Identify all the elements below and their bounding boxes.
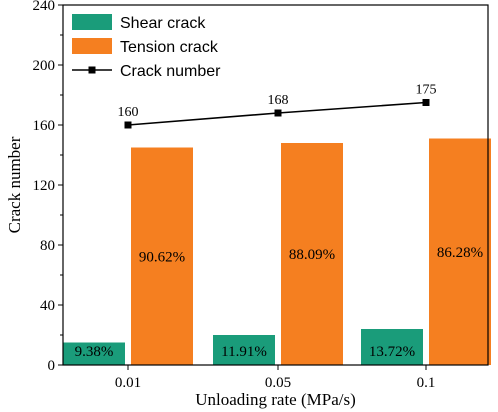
- bar-labels-group: 9.38% 11.91% 13.72% 90.62% 88.09% 86.28%: [75, 245, 484, 360]
- shear-crack-bar: [361, 329, 423, 365]
- plot-frame: [62, 4, 489, 366]
- crack-number-marker: [422, 99, 430, 106]
- y-tick-label: 240: [33, 0, 56, 14]
- crack-number-marker: [274, 109, 282, 117]
- crack-number-value-label: 160: [118, 105, 139, 120]
- y-tick-label: 40: [40, 298, 55, 314]
- legend-label: Crack number: [120, 63, 221, 80]
- tension-crack-percent-label: 90.62%: [139, 249, 185, 265]
- tension-crack-bar: [429, 138, 491, 365]
- crack-number-value-label: 168: [268, 93, 289, 108]
- x-tick-label: 0.01: [115, 375, 141, 391]
- tension-crack-percent-label: 88.09%: [289, 247, 335, 263]
- axes-group: 0 40 80 120 160 200 240 0.01 0.05 0.1: [33, 0, 489, 391]
- shear-crack-percent-label: 9.38%: [75, 344, 114, 360]
- shear-crack-bar: [213, 335, 275, 365]
- legend-swatch: [72, 14, 112, 30]
- x-tick-label: 0.1: [417, 375, 436, 391]
- legend-marker-swatch: [88, 66, 96, 74]
- tension-crack-percent-label: 86.28%: [437, 245, 483, 261]
- x-axis-title: Unloading rate (MPa/s): [195, 390, 356, 409]
- legend-label: Tension crack: [120, 39, 219, 56]
- y-axis-title: Crack number: [5, 136, 24, 233]
- crack-number-value-label: 175: [416, 83, 437, 98]
- shear-crack-percent-label: 13.72%: [369, 344, 415, 360]
- legend-swatch: [72, 38, 112, 54]
- legend: Shear crack Tension crack Crack number: [72, 14, 221, 80]
- tension-crack-bar: [131, 147, 193, 365]
- y-tick-label: 80: [40, 238, 55, 254]
- y-tick-label: 120: [33, 178, 56, 194]
- bars-group: [63, 138, 491, 365]
- shear-crack-percent-label: 11.91%: [221, 344, 267, 360]
- crack-number-marker: [124, 121, 132, 129]
- x-tick-label: 0.05: [265, 375, 291, 391]
- legend-label: Shear crack: [120, 15, 206, 32]
- shear-crack-bar: [63, 342, 125, 365]
- y-tick-label: 200: [33, 58, 56, 74]
- tension-crack-bar: [281, 143, 343, 365]
- y-tick-label: 0: [48, 358, 56, 374]
- crack-number-line-group: 160 168 175: [118, 83, 437, 129]
- y-tick-label: 160: [33, 118, 56, 134]
